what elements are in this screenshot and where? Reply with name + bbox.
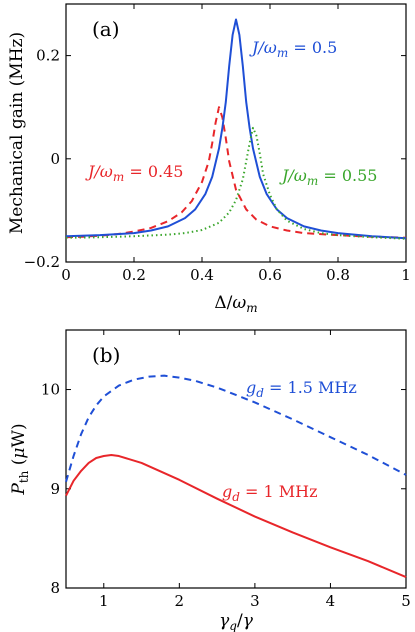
series-label-a-2: J/ωm = 0.55: [279, 166, 377, 188]
x-tick-label: 0: [61, 266, 71, 284]
x-tick-label: 0.8: [326, 266, 350, 284]
x-tick-label: 5: [401, 592, 411, 610]
x-tick-label: 3: [250, 592, 260, 610]
chart-panel-a: (a) Mechanical gain (MHz) Δ/ωm 0 0.2 0.4 0.…: [7, 3, 411, 315]
y-tick-label: 8: [50, 579, 60, 597]
plot-frame-b: [65, 329, 407, 589]
x-axis-title-a: Δ/ωm: [214, 293, 257, 315]
y-tick-label: −0.2: [24, 253, 60, 271]
x-tick-label: 4: [326, 592, 336, 610]
y-axis-title-a: Mechanical gain (MHz): [7, 32, 27, 234]
y-tick-label: 9: [50, 480, 60, 498]
series-line-a-1: [65, 18, 407, 240]
annotations-a: J/ωm = 0.45 J/ωm = 0.5 J/ωm = 0.55: [85, 38, 377, 188]
x-axis-title-b: γq/γ: [219, 611, 254, 632]
y-tick-label: 0.2: [36, 47, 60, 65]
series-label-b-1: gd = 1 MHz: [222, 482, 318, 504]
annotations-b: gd = 1.5 MHz gd = 1 MHz: [222, 378, 357, 504]
y-tick-label: 10: [41, 381, 60, 399]
plot-frame-a: [65, 3, 407, 263]
ticks-a: 0 0.2 0.4 0.6 0.8 1−0.200.2: [24, 4, 411, 284]
series-b: [65, 374, 407, 579]
series-line-b-0: [65, 374, 407, 483]
x-tick-label: 0.2: [122, 266, 146, 284]
series-line-b-1: [65, 454, 407, 579]
series-a: [65, 18, 407, 240]
series-label-a-0: J/ωm = 0.45: [85, 162, 183, 184]
panel-label-b: (b): [92, 343, 120, 367]
x-tick-label: 2: [175, 592, 185, 610]
chart-panel-b: (b) Pth (μW) γq/γ 1 2 3 4 5 8 9 10 gd = 1.5 MHz…: [9, 329, 411, 632]
panel-label-a: (a): [92, 17, 120, 41]
x-tick-label: 1: [401, 266, 411, 284]
x-tick-label: 0.4: [190, 266, 214, 284]
y-axis-title-b: Pth (μW): [9, 423, 31, 495]
x-tick-label: 0.6: [258, 266, 282, 284]
series-label-a-1: J/ωm = 0.5: [249, 38, 337, 60]
series-line-a-0: [65, 106, 407, 239]
y-tick-label: 0: [50, 150, 60, 168]
x-tick-label: 1: [99, 592, 109, 610]
series-label-b-0: gd = 1.5 MHz: [246, 378, 357, 400]
ticks-b: 1 2 3 4 5 8 9 10: [41, 330, 411, 610]
